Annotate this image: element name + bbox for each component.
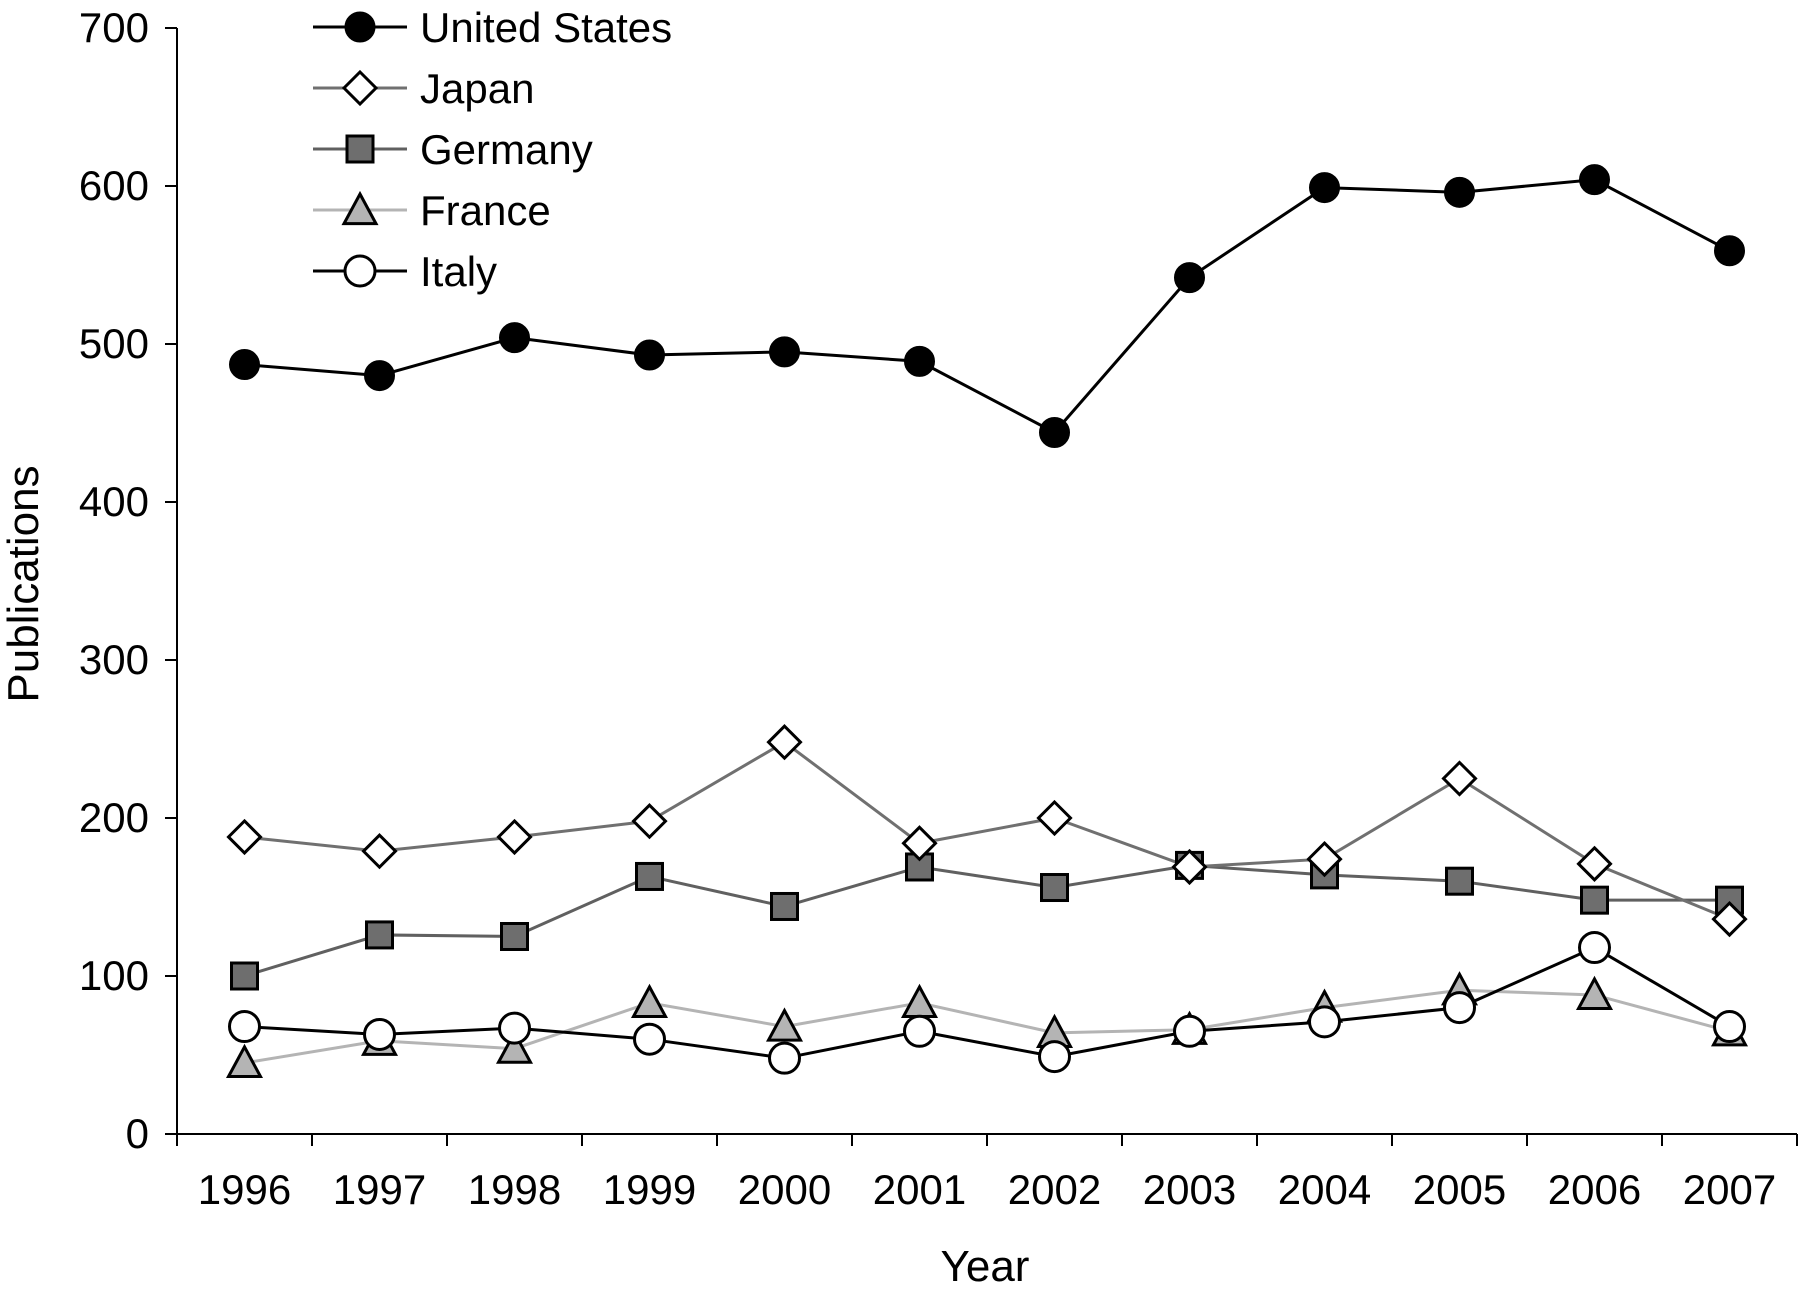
y-tick-label: 200 — [79, 794, 149, 841]
data-point — [1174, 262, 1205, 294]
data-point — [1576, 845, 1613, 882]
data-point — [1036, 799, 1073, 837]
data-point — [500, 922, 529, 951]
series-markers — [225, 164, 1749, 1078]
data-point — [499, 322, 530, 354]
y-tick-label: 500 — [79, 320, 149, 367]
x-tick-label: 2006 — [1548, 1166, 1641, 1213]
x-axis-title: Year — [941, 1242, 1030, 1291]
data-point — [228, 1010, 261, 1044]
data-point — [1038, 1040, 1071, 1074]
x-tick-label: 2007 — [1683, 1166, 1776, 1213]
x-tick-label: 2002 — [1008, 1166, 1101, 1213]
series-line — [244, 945, 1731, 1060]
data-point — [901, 825, 938, 862]
data-point — [1444, 176, 1475, 208]
legend-label: United States — [420, 4, 672, 51]
data-point — [766, 724, 803, 761]
data-point — [1445, 866, 1474, 896]
data-point — [1441, 760, 1478, 797]
data-point — [230, 961, 259, 991]
data-point — [635, 861, 664, 891]
data-point — [1443, 991, 1476, 1025]
data-point — [496, 818, 533, 856]
data-point — [495, 1029, 534, 1064]
data-point — [769, 336, 800, 368]
data-point — [630, 983, 669, 1018]
series-line — [244, 863, 1730, 978]
data-point — [1575, 975, 1614, 1011]
data-point — [631, 803, 668, 840]
legend-label: France — [420, 187, 551, 234]
x-tick-label: 1997 — [333, 1166, 426, 1213]
y-tick-label: 0 — [126, 1110, 149, 1157]
data-point — [1308, 1005, 1341, 1039]
x-tick-label: 2005 — [1413, 1166, 1506, 1213]
data-point — [1579, 164, 1610, 196]
data-point — [765, 1007, 804, 1042]
data-point — [770, 891, 799, 921]
y-tick-label: 700 — [79, 4, 149, 51]
series-line — [244, 740, 1731, 921]
data-point — [633, 1022, 666, 1056]
data-point — [225, 1043, 264, 1078]
series-line — [244, 988, 1730, 1065]
x-tick-label: 1996 — [198, 1166, 291, 1213]
data-point — [900, 983, 939, 1018]
legend-label: Japan — [420, 65, 534, 112]
x-tick-label: 1999 — [603, 1166, 696, 1213]
series-line — [244, 178, 1731, 435]
data-point — [1173, 1014, 1206, 1048]
series-lines — [244, 178, 1731, 1065]
legend-marker — [344, 11, 376, 43]
axes: 0 100 200 300 400 500 600 700 1996 1997 1998 1999 20… — [79, 4, 1798, 1213]
data-point — [1306, 840, 1343, 878]
legend-label: Italy — [420, 248, 497, 295]
y-tick-label: 400 — [79, 478, 149, 525]
data-point — [1580, 885, 1609, 915]
legend-marker — [343, 254, 377, 288]
legend-marker — [341, 69, 379, 107]
data-point — [365, 920, 394, 950]
y-tick-label: 300 — [79, 636, 149, 683]
y-tick-label: 100 — [79, 952, 149, 999]
data-point — [768, 1041, 801, 1075]
data-point — [1713, 1010, 1746, 1044]
data-point — [498, 1011, 531, 1045]
data-point — [361, 833, 398, 870]
data-point — [1309, 172, 1340, 204]
data-point — [903, 1014, 936, 1048]
data-point — [363, 1017, 396, 1051]
legend-label: Germany — [420, 126, 593, 173]
data-point — [634, 339, 665, 371]
data-point — [1714, 235, 1745, 267]
y-tick-label: 600 — [79, 162, 149, 209]
data-point — [226, 818, 263, 856]
x-tick-label: 1998 — [468, 1166, 561, 1213]
x-tick-label: 2001 — [873, 1166, 966, 1213]
x-tick-label: 2003 — [1143, 1166, 1236, 1213]
x-tick-label: 2000 — [738, 1166, 831, 1213]
y-axis-title: Publications — [0, 465, 48, 702]
data-point — [1039, 416, 1070, 448]
data-point — [1711, 900, 1748, 938]
legend: United States Japan Germany France Italy — [313, 4, 672, 295]
legend-marker — [341, 190, 379, 226]
data-point — [1171, 848, 1208, 886]
data-point — [229, 349, 260, 381]
x-tick-label: 2004 — [1278, 1166, 1371, 1213]
data-point — [1578, 931, 1611, 965]
data-point — [1040, 873, 1069, 903]
legend-marker — [345, 134, 375, 164]
data-point — [364, 360, 395, 392]
data-point — [904, 345, 935, 377]
